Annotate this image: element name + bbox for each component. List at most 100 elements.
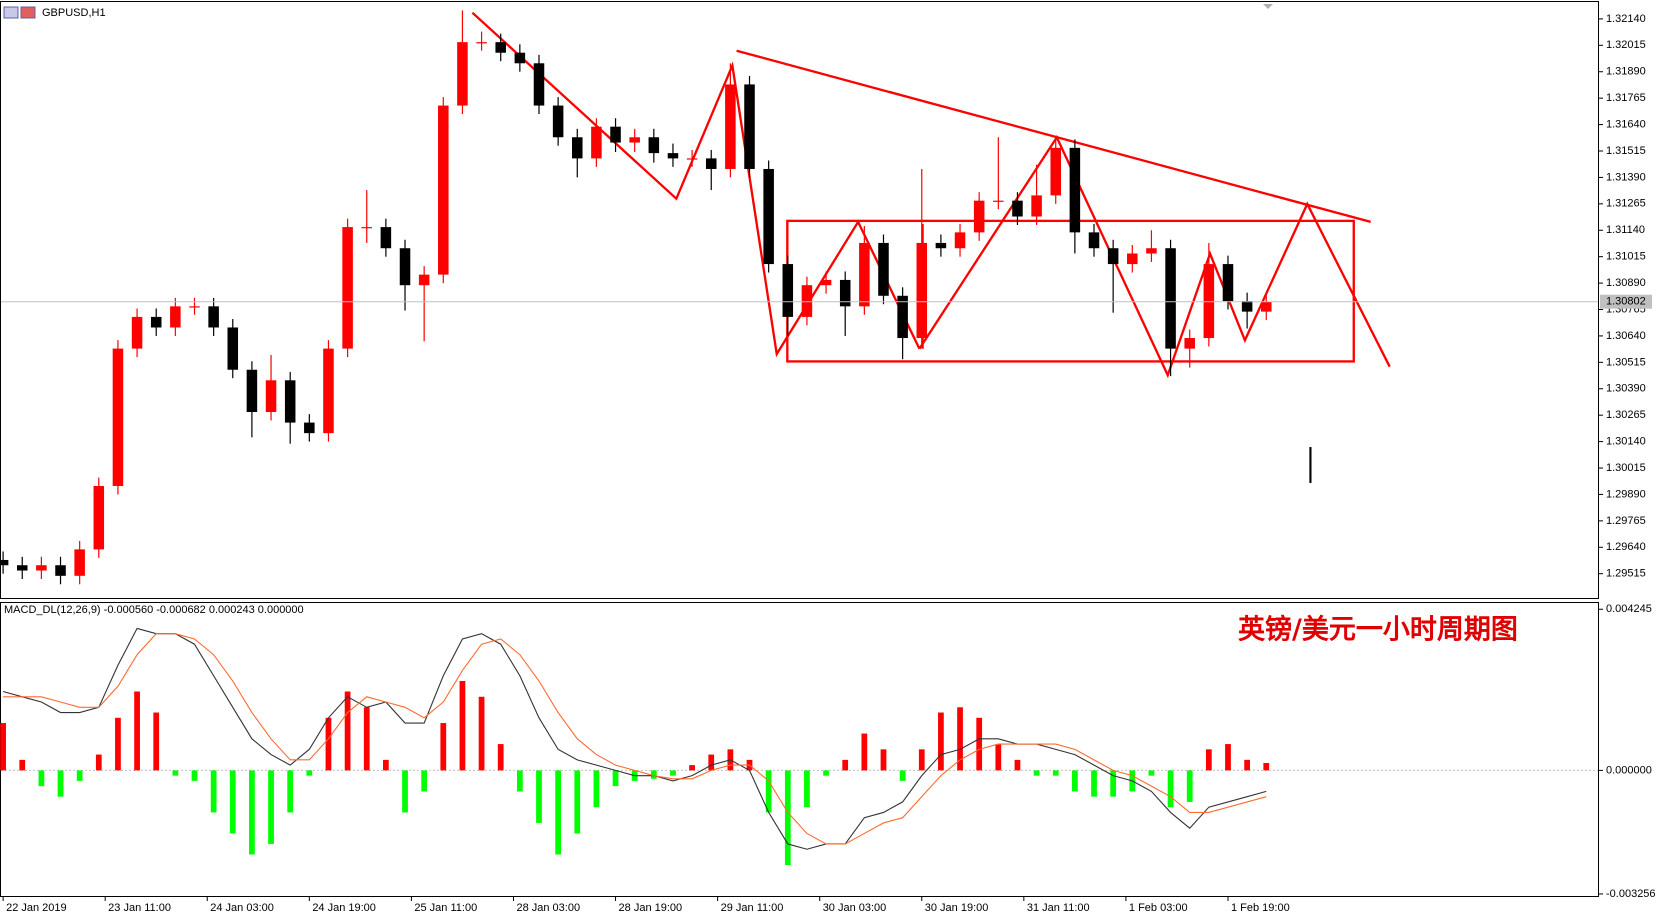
candle-body [131, 316, 143, 349]
candle-body [1088, 232, 1100, 249]
histogram-bar [1072, 770, 1078, 792]
y-tick-label: 1.29515 [1606, 568, 1646, 580]
candle-body [801, 285, 813, 317]
candle-body [572, 137, 583, 159]
x-tick-label: 1 Feb 03:00 [1129, 902, 1188, 914]
y-tick-label: 1.30640 [1606, 330, 1646, 342]
histogram-bar [1014, 759, 1021, 771]
y-tick-label: 1.31515 [1606, 145, 1646, 157]
candle-body [476, 42, 487, 44]
trend-line [736, 49, 1371, 224]
histogram-bar [918, 749, 925, 771]
symbol-icon [20, 6, 36, 19]
histogram-bar [555, 770, 561, 855]
histogram-bar [957, 707, 963, 771]
histogram-bar [421, 770, 428, 792]
y-tick-label: 1.31015 [1606, 251, 1646, 263]
histogram-bar [995, 744, 1002, 771]
x-tick-label: 22 Jan 2019 [6, 902, 67, 914]
candle-body [1107, 248, 1119, 265]
histogram-bar [1186, 770, 1193, 802]
candle-body [0, 559, 9, 566]
candle-body [55, 565, 66, 576]
histogram-bar [229, 770, 236, 834]
range-box [786, 219, 1355, 363]
candle-body [418, 274, 430, 286]
y-tick-label: 1.30265 [1606, 409, 1646, 421]
histogram-bar [1205, 749, 1212, 771]
histogram-bar [249, 770, 255, 855]
candle-body [686, 158, 698, 160]
x-tick-label: 28 Jan 03:00 [516, 902, 580, 914]
y-tick-label: 0.004245 [1606, 603, 1652, 615]
histogram-bar [842, 759, 849, 771]
x-tick-label: 28 Jan 19:00 [619, 902, 683, 914]
symbol-label: GBPUSD,H1 [42, 7, 106, 19]
histogram-bar [383, 759, 389, 771]
histogram-bar [670, 770, 676, 776]
candle-body [284, 380, 296, 423]
histogram-bar [516, 770, 523, 792]
histogram-bar [938, 712, 944, 771]
histogram-bar [536, 770, 542, 823]
histogram-bar [708, 754, 715, 771]
macd-frame [0, 602, 1599, 897]
candle-body [782, 264, 794, 317]
candle-body [1165, 248, 1176, 349]
candle-body [878, 242, 889, 296]
histogram-bar [612, 770, 619, 787]
candle-body [1069, 147, 1081, 233]
candle-body [648, 137, 660, 154]
candle-body [610, 126, 621, 143]
x-tick-label: 1 Feb 19:00 [1231, 902, 1290, 914]
y-tick-label: 1.31265 [1606, 198, 1646, 210]
candle-body [1146, 248, 1157, 254]
y-tick-label: 1.31765 [1606, 92, 1646, 104]
zigzag [918, 134, 1391, 379]
candle-body [973, 200, 985, 233]
histogram-bar [57, 770, 64, 797]
candle-body [150, 316, 162, 328]
candle-body [1031, 195, 1042, 217]
histogram-bar [880, 749, 887, 771]
histogram-bar [363, 707, 370, 771]
histogram-bar [823, 770, 829, 776]
candle-body [514, 52, 526, 64]
candle-body [265, 380, 277, 413]
candle-body [820, 279, 832, 286]
candle-body [208, 306, 219, 328]
histogram-bar [899, 770, 906, 781]
candle-body [112, 348, 124, 486]
candle-body [1260, 301, 1272, 312]
y-tick-label: 0.000000 [1606, 764, 1652, 776]
candle-body [399, 248, 411, 286]
histogram-bar [478, 696, 485, 771]
x-tick-label: 24 Jan 03:00 [210, 902, 274, 914]
candle-body [1127, 253, 1138, 265]
y-tick-label: 1.30140 [1606, 436, 1646, 448]
y-tick-label: 1.31890 [1606, 66, 1646, 78]
histogram-bar [1225, 744, 1231, 771]
y-tick-label: 1.29640 [1606, 541, 1646, 553]
histogram-bar [1167, 770, 1174, 808]
candle-body [342, 227, 353, 349]
histogram-bar [268, 770, 274, 844]
y-tick-label: 1.30390 [1606, 383, 1646, 395]
x-tick-label: 29 Jan 11:00 [721, 902, 784, 914]
histogram-bar [134, 691, 140, 771]
candle-body [304, 422, 315, 434]
y-tick-label: 1.32015 [1606, 39, 1646, 51]
macd-title: MACD_DL(12,26,9) -0.000560 -0.000682 0.0… [4, 604, 304, 616]
histogram-bar [344, 691, 351, 771]
candle-body [591, 126, 602, 159]
histogram-bar [1263, 763, 1270, 771]
y-tick-label: 1.29890 [1606, 488, 1646, 500]
annotation: 英镑/美元一小时周期图 [1238, 614, 1518, 646]
candle-body [533, 63, 545, 106]
x-tick-label: 25 Jan 11:00 [414, 902, 477, 914]
candle-body [954, 232, 966, 249]
candle-body [1222, 264, 1234, 302]
y-tick-label: 1.30015 [1606, 462, 1646, 474]
current-price-label: 1.30802 [1606, 296, 1646, 308]
